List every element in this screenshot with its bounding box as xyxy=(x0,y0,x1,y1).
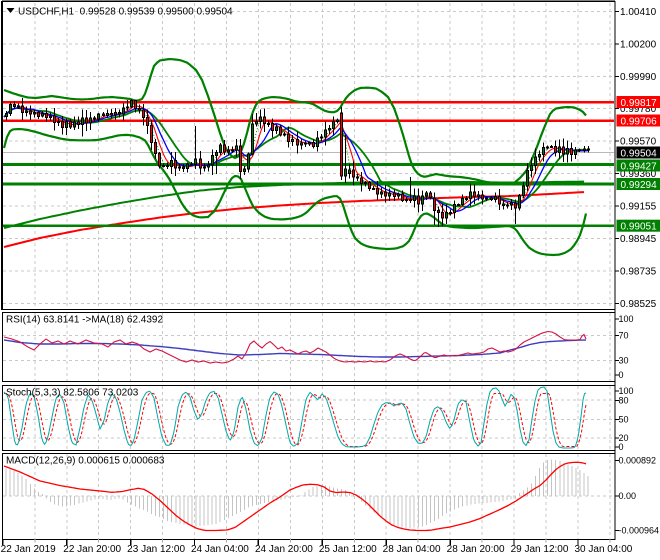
svg-text:0.99294: 0.99294 xyxy=(621,180,658,191)
svg-text:24 Jan 20:00: 24 Jan 20:00 xyxy=(255,544,313,555)
svg-text:22 Jan 20:00: 22 Jan 20:00 xyxy=(63,544,121,555)
svg-text:0: 0 xyxy=(619,370,624,380)
svg-text:0.000892: 0.000892 xyxy=(619,456,657,466)
svg-text:0.99155: 0.99155 xyxy=(620,202,657,213)
svg-text:-0.000964: -0.000964 xyxy=(619,526,660,536)
svg-text:0.99360: 0.99360 xyxy=(620,169,657,180)
svg-text:70: 70 xyxy=(619,331,629,341)
svg-text:1.00410: 1.00410 xyxy=(620,7,657,18)
svg-text:0.99427: 0.99427 xyxy=(621,161,658,172)
svg-text:USDCHF,H1 0.99528 0.99539 0.9: USDCHF,H1 0.99528 0.99539 0.99500 0.9950… xyxy=(18,7,233,18)
svg-text:0.99051: 0.99051 xyxy=(621,222,658,233)
svg-text:30: 30 xyxy=(619,356,629,366)
svg-text:0.98945: 0.98945 xyxy=(620,234,657,245)
svg-text:0.98735: 0.98735 xyxy=(620,266,657,277)
svg-text:80: 80 xyxy=(619,396,629,406)
svg-text:RSI(14) 63.8141 ->MA(18) 62.4: RSI(14) 63.8141 ->MA(18) 62.4392 xyxy=(6,315,163,326)
svg-text:0.99990: 0.99990 xyxy=(620,72,657,83)
svg-text:22 Jan 2019: 22 Jan 2019 xyxy=(1,544,56,555)
svg-text:29 Jan 12:00: 29 Jan 12:00 xyxy=(511,544,569,555)
svg-text:0: 0 xyxy=(619,442,624,452)
svg-text:28 Jan 20:00: 28 Jan 20:00 xyxy=(447,544,505,555)
svg-text:0.99504: 0.99504 xyxy=(621,148,658,159)
svg-text:30 Jan 04:00: 30 Jan 04:00 xyxy=(574,544,632,555)
svg-text:MACD(12,26,9) 0.000615 0.00068: MACD(12,26,9) 0.000615 0.000683 xyxy=(6,456,165,467)
svg-text:25 Jan 12:00: 25 Jan 12:00 xyxy=(319,544,377,555)
svg-text:24 Jan 04:00: 24 Jan 04:00 xyxy=(191,544,249,555)
svg-text:1.00200: 1.00200 xyxy=(620,39,657,50)
svg-text:0.99817: 0.99817 xyxy=(621,98,658,109)
svg-text:Stoch(5,3,3) 82.5806 73.0203: Stoch(5,3,3) 82.5806 73.0203 xyxy=(6,388,139,399)
svg-text:0.99780: 0.99780 xyxy=(620,104,657,115)
svg-text:50: 50 xyxy=(619,415,629,425)
svg-text:100: 100 xyxy=(619,314,634,324)
svg-text:100: 100 xyxy=(619,386,634,396)
svg-text:0.98525: 0.98525 xyxy=(620,299,657,310)
svg-text:20: 20 xyxy=(619,433,629,443)
svg-text:0.99570: 0.99570 xyxy=(620,137,657,148)
svg-text:0.99706: 0.99706 xyxy=(621,116,658,127)
svg-text:0.00: 0.00 xyxy=(619,491,637,501)
svg-text:28 Jan 04:00: 28 Jan 04:00 xyxy=(383,544,441,555)
svg-text:23 Jan 12:00: 23 Jan 12:00 xyxy=(127,544,185,555)
